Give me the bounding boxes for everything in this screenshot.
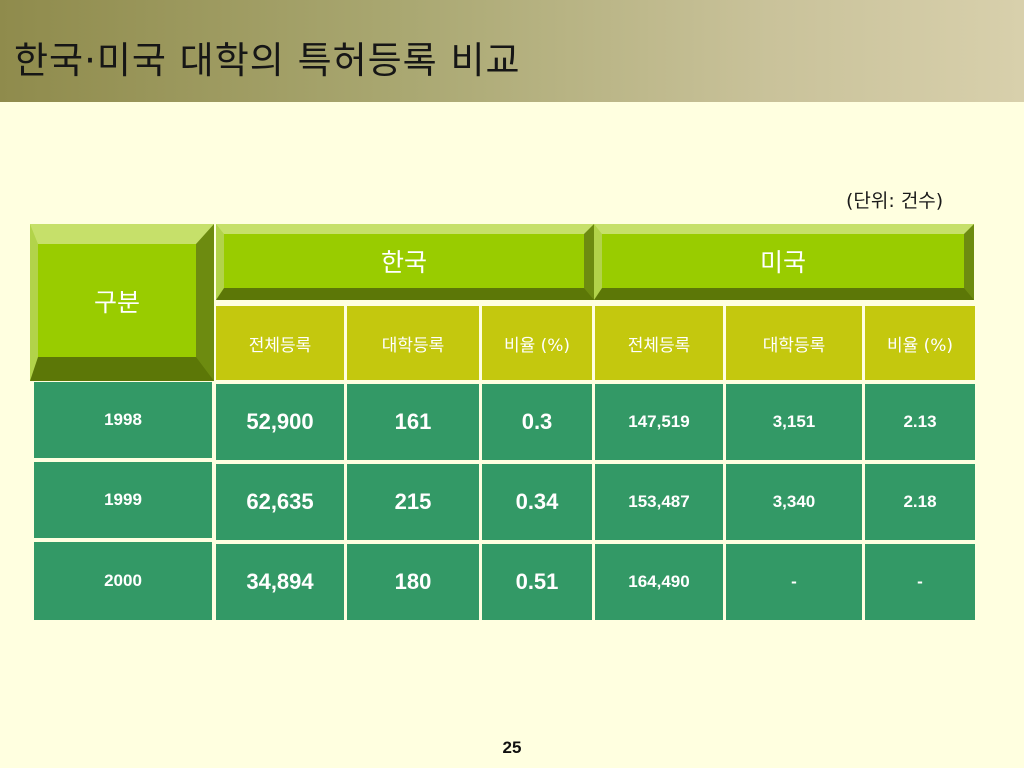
table-cell: 161: [347, 384, 479, 460]
table-cell: -: [865, 544, 975, 620]
table-cell: 0.34: [482, 464, 592, 540]
table-cell: 62,635: [216, 464, 344, 540]
group-header-korea: 한국: [216, 224, 594, 300]
row-header-cell: 구분: [30, 224, 214, 381]
unit-note: (단위: 건수): [846, 190, 944, 212]
subheader-usa-university: 대학등록: [726, 306, 862, 380]
subheader-korea-ratio: 비율 (%): [482, 306, 592, 380]
group-header-usa: 미국: [594, 224, 974, 300]
table-cell: 2.18: [865, 464, 975, 540]
title-bar: 한국·미국 대학의 특허등록 비교: [0, 0, 1024, 102]
subheader-korea-university: 대학등록: [347, 306, 479, 380]
subheader-usa-ratio: 비율 (%): [865, 306, 975, 380]
table-cell: 0.51: [482, 544, 592, 620]
subheader-usa-total: 전체등록: [595, 306, 723, 380]
year-cell-1999: 1999: [34, 462, 212, 538]
group-header-usa-label: 미국: [759, 248, 806, 277]
table-cell: 180: [347, 544, 479, 620]
slide-title: 한국·미국 대학의 특허등록 비교: [14, 39, 521, 82]
group-header-korea-label: 한국: [380, 248, 427, 277]
table-cell: 147,519: [595, 384, 723, 460]
page-number: 25: [502, 738, 522, 757]
table-cell: 153,487: [595, 464, 723, 540]
table-cell: -: [726, 544, 862, 620]
table-cell: 3,340: [726, 464, 862, 540]
year-cell-2000: 2000: [34, 542, 212, 620]
table-cell: 164,490: [595, 544, 723, 620]
table-cell: 34,894: [216, 544, 344, 620]
year-cell-1998: 1998: [34, 382, 212, 458]
row-header-label: 구분: [93, 287, 140, 317]
table-cell: 52,900: [216, 384, 344, 460]
subheader-korea-total: 전체등록: [216, 306, 344, 380]
table-cell: 215: [347, 464, 479, 540]
table-cell: 3,151: [726, 384, 862, 460]
table-cell: 0.3: [482, 384, 592, 460]
table-cell: 2.13: [865, 384, 975, 460]
